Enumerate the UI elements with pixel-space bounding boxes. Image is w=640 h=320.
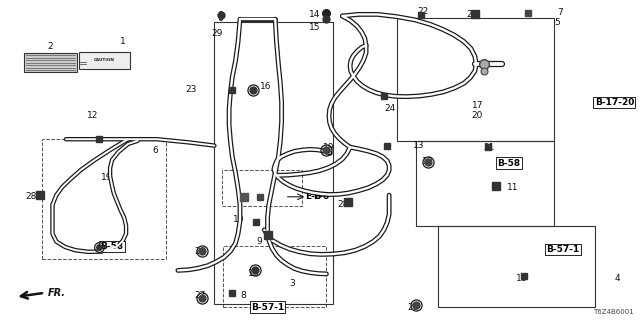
Bar bbox=[42, 139, 166, 259]
Text: 19: 19 bbox=[323, 143, 335, 152]
Bar bbox=[397, 18, 554, 141]
Bar bbox=[416, 141, 554, 226]
Text: B-58: B-58 bbox=[100, 242, 124, 251]
Text: 28: 28 bbox=[337, 200, 349, 209]
Text: B-57-1: B-57-1 bbox=[251, 303, 284, 312]
Text: 17: 17 bbox=[472, 101, 483, 110]
Text: 15: 15 bbox=[309, 23, 321, 32]
Text: 9: 9 bbox=[257, 237, 262, 246]
Text: 13: 13 bbox=[413, 141, 424, 150]
Text: 26: 26 bbox=[408, 303, 419, 312]
Text: 12: 12 bbox=[87, 111, 99, 120]
Bar bbox=[24, 53, 77, 72]
Text: 25: 25 bbox=[466, 10, 477, 19]
Text: 20: 20 bbox=[472, 111, 483, 120]
Text: B-57-1: B-57-1 bbox=[547, 245, 580, 254]
Text: 6: 6 bbox=[153, 146, 158, 155]
Text: T6Z4B6001: T6Z4B6001 bbox=[593, 309, 634, 315]
Text: 26: 26 bbox=[194, 247, 205, 256]
Text: FR.: FR. bbox=[48, 288, 66, 299]
Text: 8: 8 bbox=[240, 291, 246, 300]
Text: 18: 18 bbox=[422, 157, 434, 166]
Text: 24: 24 bbox=[384, 104, 396, 113]
Text: E-6: E-6 bbox=[314, 192, 330, 201]
Text: 3: 3 bbox=[289, 279, 295, 288]
Text: 16: 16 bbox=[260, 82, 271, 91]
Bar bbox=[438, 226, 595, 307]
Text: 21: 21 bbox=[483, 143, 495, 152]
Text: 16: 16 bbox=[248, 269, 260, 278]
Text: B-58: B-58 bbox=[497, 159, 520, 168]
Text: 18: 18 bbox=[516, 274, 527, 283]
Text: 19: 19 bbox=[101, 173, 113, 182]
Text: 28: 28 bbox=[26, 192, 37, 201]
Text: 23: 23 bbox=[186, 85, 197, 94]
Bar bbox=[222, 170, 302, 206]
Text: 4: 4 bbox=[614, 274, 620, 283]
Bar bbox=[214, 22, 333, 304]
Text: 2: 2 bbox=[47, 42, 52, 51]
Bar bbox=[223, 246, 326, 307]
Text: B-17-20: B-17-20 bbox=[595, 98, 634, 107]
Text: 11: 11 bbox=[507, 183, 518, 192]
Text: 14: 14 bbox=[309, 10, 321, 19]
Text: 1: 1 bbox=[120, 37, 125, 46]
Text: 7: 7 bbox=[557, 8, 563, 17]
Text: CAUTION: CAUTION bbox=[94, 59, 115, 62]
Text: E-6: E-6 bbox=[305, 192, 322, 201]
Bar bbox=[79, 52, 130, 69]
Text: 10: 10 bbox=[233, 215, 244, 224]
Text: 5: 5 bbox=[554, 18, 560, 27]
Text: 22: 22 bbox=[417, 7, 429, 16]
Text: 27: 27 bbox=[194, 292, 205, 300]
Text: 29: 29 bbox=[211, 29, 223, 38]
